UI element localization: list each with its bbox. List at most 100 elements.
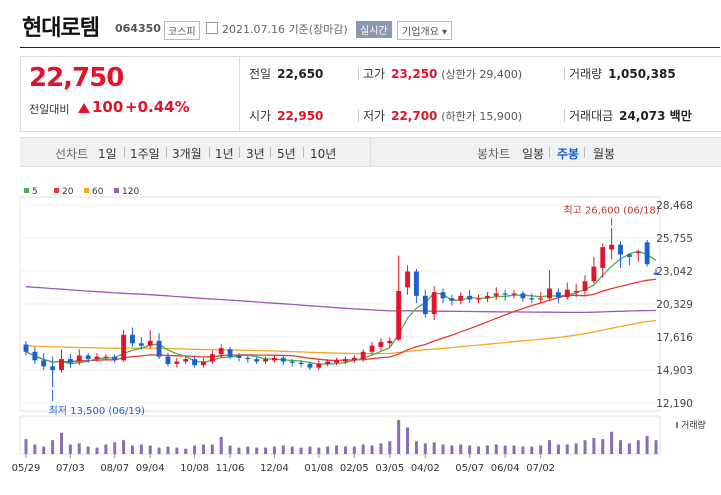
candle-body bbox=[369, 345, 375, 352]
high-label: 고가 bbox=[363, 67, 386, 81]
toolbar-divider bbox=[166, 147, 167, 158]
trade-value-amount: 24,073 백만 bbox=[619, 109, 692, 123]
candle-body bbox=[165, 356, 171, 364]
volume-bar bbox=[299, 447, 303, 454]
volume-bar bbox=[574, 443, 578, 454]
candle-body bbox=[378, 342, 384, 347]
volume-bar bbox=[432, 442, 436, 454]
candle-body bbox=[50, 366, 56, 371]
y-tick-label: 17,616 bbox=[656, 332, 693, 344]
volume-bar bbox=[406, 427, 410, 454]
volume-bar bbox=[530, 446, 534, 454]
y-tick-label: 23,042 bbox=[656, 266, 693, 278]
chart-toolbar: 선차트 1일 1주일 3개월 1년 3년 5년 10년 봉차트 일봉 주봉 월봉 bbox=[20, 137, 721, 167]
candle-body bbox=[458, 295, 464, 301]
open-price: 시가 22,950 bbox=[249, 107, 323, 124]
trade-value-label: 거래대금 bbox=[569, 109, 614, 123]
candle-body bbox=[547, 288, 552, 299]
volume-bar bbox=[397, 420, 401, 454]
candle-body bbox=[626, 254, 632, 257]
volume-bar bbox=[24, 439, 28, 454]
period-3m[interactable]: 3개월 bbox=[172, 147, 202, 161]
price-chart[interactable]: 28,468 25,755 23,042 20,329 17,616 14,903 12,1… bbox=[0, 168, 721, 495]
candle-body bbox=[591, 266, 597, 282]
volume-bar bbox=[592, 438, 596, 454]
volume-bar bbox=[139, 444, 143, 454]
volume-bar bbox=[485, 445, 489, 454]
candle-body bbox=[334, 360, 340, 363]
candle-body bbox=[609, 244, 615, 250]
volume-bar bbox=[148, 445, 152, 454]
header-divider bbox=[20, 47, 720, 48]
volume-bar bbox=[601, 439, 605, 454]
period-10y[interactable]: 10년 bbox=[310, 147, 337, 161]
candle-body bbox=[183, 359, 189, 362]
candle-body bbox=[422, 295, 428, 315]
x-tick-label: 05/29 bbox=[12, 463, 41, 474]
volume-bar bbox=[512, 445, 516, 454]
volume-bar bbox=[423, 443, 427, 454]
volume-bar bbox=[619, 440, 623, 454]
candle-body bbox=[467, 295, 473, 300]
candle-body bbox=[653, 272, 659, 275]
toolbar-divider bbox=[303, 147, 304, 158]
y-tick-label: 12,190 bbox=[656, 398, 693, 410]
legend-label: 5 bbox=[32, 187, 38, 197]
candle-body bbox=[227, 349, 233, 357]
volume-bar bbox=[113, 442, 117, 454]
candle-body bbox=[342, 359, 348, 362]
candle-weekly[interactable]: 주봉 bbox=[557, 147, 580, 161]
period-3y[interactable]: 3년 bbox=[246, 147, 265, 161]
candle-body bbox=[396, 290, 402, 340]
period-1w[interactable]: 1주일 bbox=[130, 147, 160, 161]
company-overview-dropdown[interactable]: 기업개요 ▾ bbox=[397, 21, 453, 40]
volume-bar bbox=[414, 441, 418, 454]
volume-bar bbox=[610, 431, 614, 454]
volume-bar bbox=[352, 446, 356, 454]
candle-body bbox=[307, 363, 313, 368]
volume-label: 거래량 bbox=[681, 419, 706, 431]
candle-body bbox=[476, 298, 481, 300]
candle-monthly[interactable]: 월봉 bbox=[593, 147, 616, 161]
volume-bar bbox=[317, 447, 321, 454]
volume-bar bbox=[59, 432, 63, 454]
low-price: 저가 22,700 (하한가 15,900) bbox=[363, 107, 522, 124]
candle-daily[interactable]: 일봉 bbox=[522, 147, 545, 161]
volume-bar bbox=[193, 445, 197, 454]
price-change-pct: +0.44% bbox=[125, 98, 190, 116]
x-tick-label: 07/02 bbox=[526, 463, 555, 474]
period-5y[interactable]: 5년 bbox=[277, 147, 296, 161]
ma120-line bbox=[25, 286, 657, 314]
volume-bar bbox=[86, 446, 90, 454]
reference-date: 2021.07.16 기준(장마감) bbox=[222, 23, 348, 36]
candle-body bbox=[263, 359, 269, 362]
candle-body bbox=[582, 281, 588, 291]
volume-bar bbox=[343, 446, 347, 454]
trade-value: 거래대금 24,073 백만 bbox=[569, 107, 692, 124]
candle-body bbox=[138, 343, 144, 346]
period-1d[interactable]: 1일 bbox=[98, 147, 117, 161]
toolbar-divider bbox=[584, 147, 585, 158]
volume-bar bbox=[627, 443, 631, 454]
change-label: 전일대비 bbox=[29, 103, 70, 116]
stock-name: 현대로템 bbox=[22, 16, 100, 41]
realtime-button[interactable]: 실시간 bbox=[356, 21, 392, 38]
quote-divider bbox=[239, 57, 240, 131]
upper-limit: (상한가 29,400) bbox=[441, 68, 523, 81]
candle-chart-label: 봉차트 bbox=[477, 147, 511, 161]
candle-body bbox=[121, 334, 127, 361]
volume-bar bbox=[157, 447, 161, 454]
period-1y[interactable]: 1년 bbox=[215, 147, 234, 161]
volume-bar bbox=[201, 444, 205, 454]
chevron-down-icon: ▾ bbox=[442, 27, 448, 38]
volume-bar bbox=[636, 440, 640, 454]
x-tick-label: 06/04 bbox=[491, 463, 520, 474]
volume-bar bbox=[122, 440, 126, 454]
y-tick-label: 20,329 bbox=[656, 299, 693, 311]
market-badge: 코스피 bbox=[164, 21, 200, 40]
volume-bar bbox=[184, 448, 188, 454]
volume-label: 거래량 bbox=[569, 67, 603, 81]
volume-bar bbox=[272, 446, 276, 454]
open-value: 22,950 bbox=[277, 109, 324, 123]
volume-bar bbox=[42, 446, 46, 454]
